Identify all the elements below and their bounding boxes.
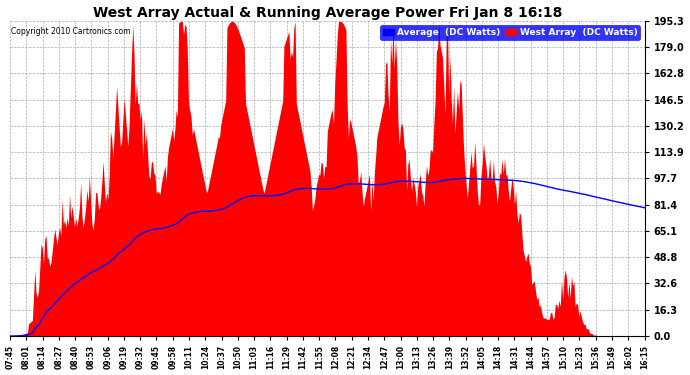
Text: Copyright 2010 Cartronics.com: Copyright 2010 Cartronics.com (11, 27, 131, 36)
Title: West Array Actual & Running Average Power Fri Jan 8 16:18: West Array Actual & Running Average Powe… (92, 6, 562, 20)
Legend: Average  (DC Watts), West Array  (DC Watts): Average (DC Watts), West Array (DC Watts… (380, 25, 640, 40)
